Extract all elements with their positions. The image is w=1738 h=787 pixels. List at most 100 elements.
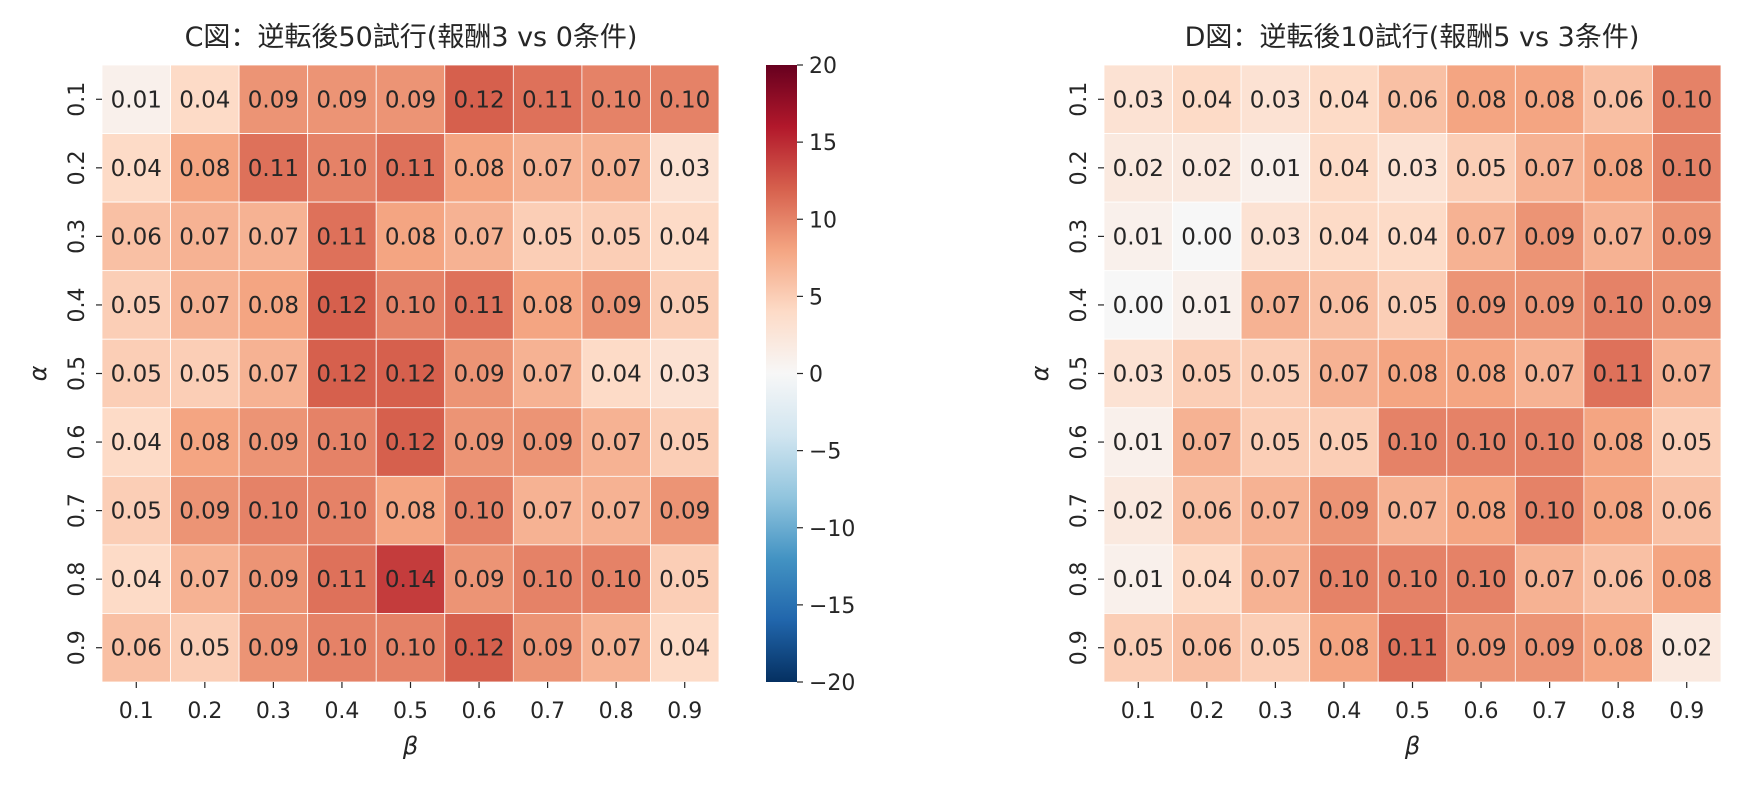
cell-label: 0.05: [111, 293, 162, 319]
cell-label: 0.08: [1455, 87, 1506, 113]
cell-label: 0.02: [1113, 499, 1164, 525]
heatmap-cell: [1583, 270, 1653, 340]
cell-label: 0.05: [1318, 430, 1369, 456]
colorbar-tick-label: 10: [809, 208, 837, 233]
heatmap-cell: [101, 270, 171, 340]
cell-label: 0.08: [1387, 362, 1438, 388]
heatmap-cell: [238, 407, 309, 477]
heatmap-cell: [170, 338, 240, 409]
cell-label: 0.05: [659, 567, 710, 593]
cell-label: 0.05: [111, 499, 162, 525]
cell-label: 0.07: [522, 362, 573, 388]
cell-label: 0.05: [591, 224, 642, 250]
heatmap-cell: [1240, 270, 1311, 340]
heatmap-cell: [1172, 201, 1242, 272]
cell-label: 0.02: [1661, 636, 1712, 662]
cell-label: 0.00: [1113, 293, 1164, 319]
heatmap-cell: [512, 544, 583, 614]
y-tick-label: 0.8: [65, 562, 90, 597]
cell-label: 0.06: [1318, 293, 1369, 319]
cell-label: 0.10: [659, 87, 710, 113]
heatmap-cell: [1103, 270, 1173, 340]
y-tick-label: 0.8: [1067, 562, 1092, 597]
cell-label: 0.04: [1318, 224, 1369, 250]
cell-label: 0.07: [591, 499, 642, 525]
x-tick-label: 0.5: [393, 699, 428, 724]
colorbar-tick-label: −15: [809, 594, 855, 619]
heatmap-cell: [1514, 338, 1585, 409]
cell-label: 0.09: [1524, 293, 1575, 319]
cell-label: 0.09: [1455, 293, 1506, 319]
cell-label: 0.10: [591, 567, 642, 593]
heatmap-cell: [1583, 338, 1653, 409]
colorbar-gradient: [766, 65, 797, 682]
heatmap-cell: [1446, 338, 1516, 409]
heatmap-cell: [581, 407, 651, 477]
heatmap-cell: [375, 64, 446, 134]
heatmap-cell: [101, 64, 171, 134]
cell-label: 0.09: [248, 567, 299, 593]
cell-label: 0.02: [1113, 156, 1164, 182]
cell-label: 0.14: [385, 567, 436, 593]
cell-label: 0.00: [1181, 224, 1232, 250]
cell-label: 0.09: [316, 87, 367, 113]
heatmap-cell: [1446, 64, 1516, 134]
heatmap-cell: [1240, 613, 1311, 683]
x-tick-label: 0.6: [462, 699, 497, 724]
cell-label: 0.12: [316, 293, 367, 319]
heatmap-cell: [101, 613, 171, 683]
cell-label: 0.10: [385, 636, 436, 662]
heatmap-cell: [1309, 270, 1379, 340]
cell-label: 0.01: [1181, 293, 1232, 319]
heatmap-cell: [375, 201, 446, 272]
x-tick-label: 0.6: [1464, 699, 1499, 724]
cell-label: 0.09: [522, 430, 573, 456]
heatmap-cell: [1652, 133, 1722, 203]
heatmap-cell: [512, 338, 583, 409]
cell-label: 0.05: [1455, 156, 1506, 182]
cell-label: 0.11: [1387, 636, 1438, 662]
y-tick-label: 0.7: [65, 493, 90, 528]
cell-label: 0.08: [179, 430, 230, 456]
cell-label: 0.08: [385, 499, 436, 525]
heatmap-cell: [1446, 613, 1516, 683]
cell-label: 0.06: [1661, 499, 1712, 525]
x-tick-label: 0.4: [324, 699, 359, 724]
cell-label: 0.07: [1250, 499, 1301, 525]
heatmap-cell: [1583, 475, 1653, 546]
x-tick-label: 0.8: [1601, 699, 1636, 724]
x-tick-label: 0.5: [1395, 699, 1430, 724]
y-tick-label: 0.2: [1067, 150, 1092, 185]
cell-label: 0.09: [1661, 224, 1712, 250]
cell-label: 0.10: [453, 499, 504, 525]
cell-label: 0.11: [248, 156, 299, 182]
cell-label: 0.07: [179, 293, 230, 319]
heatmap-cell: [650, 270, 720, 340]
cell-label: 0.06: [111, 224, 162, 250]
cell-label: 0.09: [453, 362, 504, 388]
cell-label: 0.09: [1661, 293, 1712, 319]
heatmap-cell: [307, 270, 377, 340]
cell-label: 0.07: [1524, 567, 1575, 593]
cell-label: 0.06: [1181, 499, 1232, 525]
heatmap-cell: [1514, 133, 1585, 203]
cell-label: 0.09: [522, 636, 573, 662]
cell-label: 0.04: [1181, 87, 1232, 113]
cell-label: 0.10: [316, 636, 367, 662]
heatmap-cell: [375, 133, 446, 203]
heatmap-cell: [1514, 201, 1585, 272]
cell-label: 0.05: [1181, 362, 1232, 388]
cell-label: 0.10: [1593, 293, 1644, 319]
cell-label: 0.05: [1661, 430, 1712, 456]
cell-label: 0.12: [385, 362, 436, 388]
y-tick-label: 0.5: [1067, 356, 1092, 391]
cell-label: 0.09: [248, 87, 299, 113]
heatmap-cell: [1240, 133, 1311, 203]
heatmap-cell: [170, 270, 240, 340]
cell-label: 0.12: [453, 636, 504, 662]
heatmap-cell: [307, 613, 377, 683]
heatmap-cell: [1583, 407, 1653, 477]
heatmap-cell: [1309, 64, 1379, 134]
heatmap-cell: [238, 201, 309, 272]
cell-label: 0.09: [385, 87, 436, 113]
